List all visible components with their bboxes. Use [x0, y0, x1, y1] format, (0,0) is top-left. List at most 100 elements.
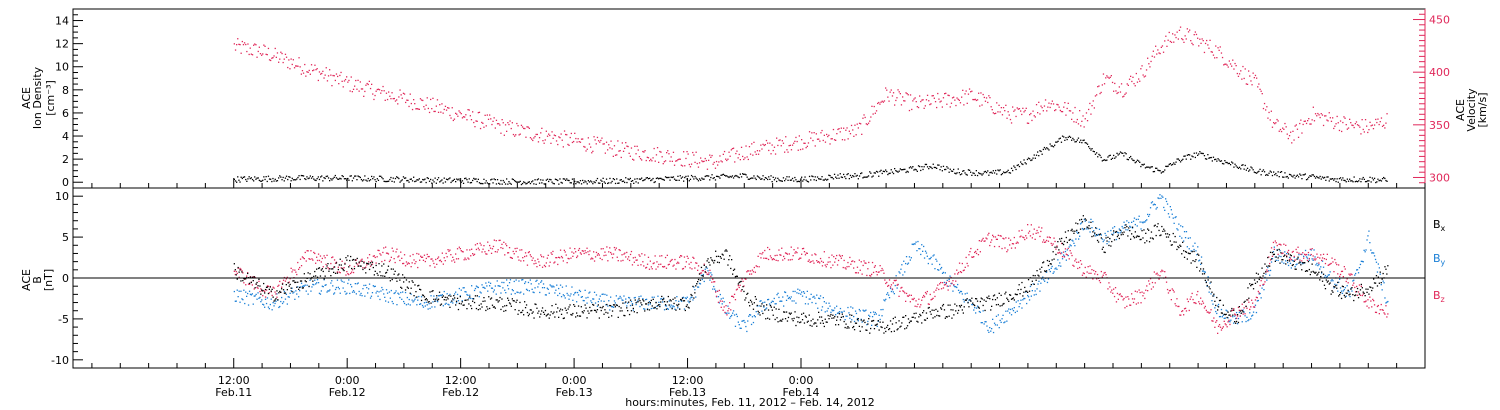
data-point-bz — [1067, 247, 1069, 250]
data-point-bz — [1111, 289, 1113, 291]
data-point-by — [1321, 260, 1324, 262]
data-point-ion-density — [795, 179, 797, 181]
data-point-by — [1069, 244, 1071, 246]
data-point-by — [540, 281, 542, 283]
data-point-velocity — [600, 139, 602, 142]
data-point-by — [353, 291, 356, 293]
data-point-velocity — [764, 144, 766, 146]
data-point-ion-density — [1142, 164, 1144, 166]
data-point-by — [422, 306, 425, 308]
data-point-velocity — [661, 156, 663, 158]
data-point-by — [941, 272, 944, 274]
data-point-velocity — [512, 133, 515, 136]
data-point-bx — [239, 269, 241, 271]
data-point-bz — [662, 266, 664, 268]
data-point-ion-density — [1311, 174, 1313, 176]
data-point-velocity — [347, 81, 349, 83]
data-point-by — [1172, 217, 1174, 219]
data-point-ion-density — [824, 178, 827, 180]
data-point-velocity — [1233, 68, 1235, 70]
data-point-velocity — [900, 104, 903, 106]
data-point-velocity — [357, 79, 359, 81]
data-point-bz — [254, 276, 256, 279]
data-point-by — [293, 291, 295, 293]
data-point-velocity — [972, 98, 974, 101]
data-point-ion-density — [428, 180, 431, 182]
data-point-bz — [905, 300, 907, 302]
data-point-velocity — [509, 120, 511, 122]
data-point-velocity — [705, 159, 707, 162]
data-point-bx — [263, 282, 265, 285]
data-point-bx — [338, 264, 340, 266]
data-point-by — [1052, 272, 1054, 274]
data-point-ion-density — [728, 176, 730, 179]
data-point-bz — [887, 285, 889, 287]
data-point-ion-density — [655, 177, 658, 180]
data-point-bx — [277, 299, 279, 301]
data-point-velocity — [1198, 45, 1200, 47]
data-point-by — [401, 298, 403, 300]
data-point-by — [985, 321, 987, 323]
data-point-by — [892, 291, 894, 293]
data-point-bz — [365, 266, 367, 268]
data-point-bz — [1137, 302, 1139, 304]
data-point-by — [281, 302, 284, 305]
data-point-ion-density — [597, 182, 600, 184]
data-point-velocity — [295, 65, 297, 67]
data-point-bz — [1357, 291, 1360, 293]
data-point-by — [1209, 282, 1211, 284]
data-point-ion-density — [507, 183, 509, 185]
data-point-velocity — [801, 139, 803, 141]
data-point-velocity — [1106, 75, 1108, 77]
data-point-ion-density — [453, 178, 456, 180]
data-point-bx — [461, 301, 463, 303]
data-point-bz — [852, 260, 854, 262]
data-point-bz — [613, 246, 616, 249]
data-point-velocity — [1083, 126, 1085, 128]
data-point-by — [1252, 314, 1254, 316]
data-point-ion-density — [1044, 148, 1047, 150]
data-point-ion-density — [1301, 178, 1303, 180]
data-point-velocity — [1363, 131, 1365, 133]
data-point-by — [675, 300, 677, 302]
data-point-velocity — [644, 150, 646, 152]
data-point-ion-density — [981, 174, 983, 176]
data-point-velocity — [279, 58, 281, 60]
data-point-ion-density — [1037, 151, 1039, 153]
data-point-ion-density — [1351, 180, 1353, 182]
data-point-ion-density — [595, 179, 597, 182]
data-point-ion-density — [391, 180, 393, 182]
data-point-bz — [699, 272, 702, 274]
data-point-ion-density — [843, 173, 845, 176]
data-point-velocity — [807, 142, 810, 144]
data-point-bz — [969, 251, 971, 253]
data-point-ion-density — [753, 175, 755, 177]
data-point-by — [887, 292, 889, 294]
data-point-velocity — [867, 122, 870, 124]
data-point-velocity — [549, 134, 551, 137]
data-point-bz — [1033, 228, 1035, 230]
data-point-bz — [1128, 298, 1130, 300]
data-point-bz — [1037, 232, 1039, 234]
data-point-velocity — [672, 151, 675, 153]
data-point-bz — [616, 256, 618, 258]
data-point-bz — [419, 259, 421, 261]
data-point-by — [653, 296, 655, 298]
data-point-ion-density — [1279, 171, 1282, 173]
data-point-bz — [497, 249, 499, 251]
data-point-velocity — [748, 146, 751, 148]
data-point-by — [1100, 234, 1102, 236]
data-point-velocity — [696, 162, 698, 165]
data-point-ion-density — [861, 172, 863, 174]
data-point-by — [918, 248, 920, 250]
data-point-ion-density — [498, 182, 500, 184]
data-point-by — [588, 292, 590, 294]
data-point-by — [443, 290, 445, 293]
data-point-velocity — [474, 126, 476, 128]
x-tick-date-label: Feb.14 — [783, 386, 820, 399]
data-point-by — [792, 290, 794, 293]
data-point-bz — [829, 261, 831, 263]
data-point-velocity — [408, 105, 410, 108]
data-point-ion-density — [771, 181, 773, 183]
data-point-velocity — [828, 134, 830, 136]
